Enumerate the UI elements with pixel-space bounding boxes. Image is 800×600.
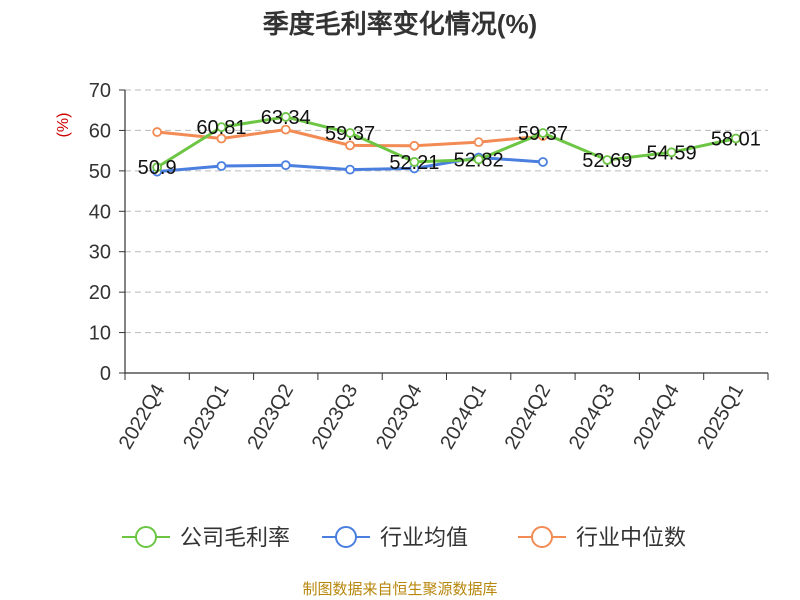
point-s0-2024Q1 [473,154,484,165]
point-s0-2023Q4 [409,157,420,167]
point-s0-2024Q3 [602,155,613,165]
point-s2-2022Q4 [152,127,163,137]
data-label-2023Q2: 63.34 [261,107,311,129]
x-tick-label-2024Q4: 2024Q4 [629,381,684,454]
data-label-2023Q3: 59.37 [325,123,375,145]
data-label-2024Q1: 52.82 [454,149,504,171]
legend: 公司毛利率 行业均值 行业中位数 [122,525,686,550]
y-tick-label-50: 50 [89,161,111,183]
y-tick-label-40: 40 [89,201,111,223]
legend-marker-0 [135,526,157,548]
data-label-2024Q4: 54.59 [647,142,697,164]
y-axis-label: (%) [55,113,72,138]
y-tick-label-0: 0 [100,363,111,385]
series-line-0 [156,115,737,169]
legend-label-0: 公司毛利率 [180,525,290,550]
point-s2-2023Q3 [345,140,355,151]
x-tick-label-2024Q1: 2024Q1 [436,381,491,454]
x-tick-label-2023Q3: 2023Q3 [308,381,363,454]
point-s1-2023Q3 [345,164,355,175]
point-s0-2023Q3 [345,128,355,138]
y-tick-label-70: 70 [89,80,111,102]
data-label-2023Q1: 60.81 [196,117,246,139]
y-tick-label-20: 20 [89,282,111,304]
legend-label-2: 行业中位数 [576,525,686,550]
y-tick-label-30: 30 [89,242,111,264]
y-tick-label-10: 10 [89,323,111,345]
series-layer [152,112,741,177]
point-s2-2023Q4 [409,140,420,151]
data-label-2024Q2: 59.37 [518,123,568,145]
data-label-2025Q1: 58.01 [711,128,761,150]
legend-label-1: 行业均值 [380,525,468,550]
point-s0-2023Q1 [216,122,227,133]
point-s2-2024Q1 [473,137,484,148]
point-s0-2023Q2 [280,112,291,122]
data-label-2022Q4: 50.9 [138,157,177,179]
point-s1-2023Q1 [216,161,227,171]
chart-title: 季度毛利率变化情况(%) [263,9,537,39]
x-tick-label-2023Q4: 2023Q4 [372,381,427,454]
source-note: 制图数据来自恒生聚源数据库 [302,581,497,598]
data-labels: 50.9 60.81 63.34 59.37 52.21 52.82 59.37 52.69 5… [138,107,761,179]
point-s2-2023Q2 [280,124,291,135]
point-s0-2024Q4 [666,147,677,158]
x-tick-label-2022Q4: 2022Q4 [115,381,170,454]
point-s0-2024Q2 [538,128,548,138]
point-s1-2024Q2 [538,157,548,167]
point-s0-2025Q1 [730,133,741,144]
x-tick-label-2024Q2: 2024Q2 [501,381,556,454]
point-s0-2022Q4 [152,162,163,173]
x-tick-label-2023Q2: 2023Q2 [243,381,298,454]
x-tick-label-2023Q1: 2023Q1 [179,381,234,454]
point-s2-2023Q1 [216,133,227,144]
x-tick-label-2025Q1: 2025Q1 [694,381,749,454]
legend-marker-1 [335,526,357,548]
data-label-2024Q3: 52.69 [582,150,632,172]
y-tick-label-60: 60 [89,120,111,142]
x-tick-label-2024Q3: 2024Q3 [565,381,620,454]
point-s1-2023Q2 [280,160,291,171]
legend-marker-2 [531,526,553,548]
data-label-2023Q4: 52.21 [389,152,439,174]
grid-lines [125,89,768,334]
